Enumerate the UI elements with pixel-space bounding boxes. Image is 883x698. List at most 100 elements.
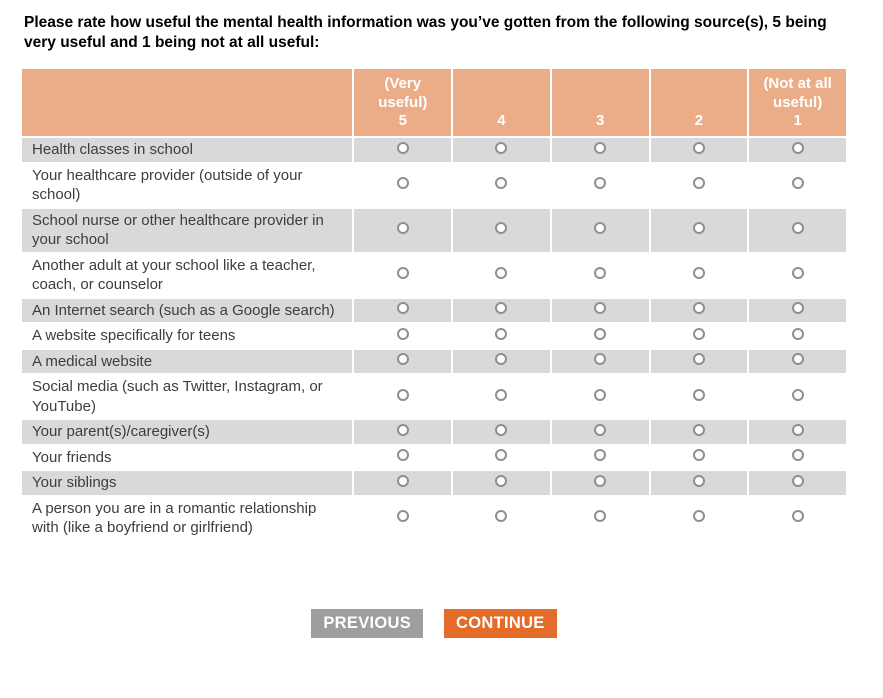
radio-button-2[interactable] — [692, 141, 705, 154]
radio-button-4[interactable] — [495, 510, 508, 523]
rating-cell-1[interactable] — [749, 471, 846, 495]
rating-cell-5[interactable] — [354, 349, 452, 374]
rating-cell-5[interactable] — [354, 253, 452, 297]
radio-button-2[interactable] — [692, 423, 705, 436]
rating-cell-2[interactable] — [650, 208, 748, 252]
rating-cell-3[interactable] — [551, 496, 649, 540]
radio-button-5[interactable] — [396, 423, 409, 436]
rating-cell-4[interactable] — [453, 253, 550, 297]
rating-cell-1[interactable] — [749, 253, 846, 297]
radio-button-3[interactable] — [594, 302, 607, 315]
radio-button-4[interactable] — [495, 302, 508, 315]
rating-cell-5[interactable] — [354, 445, 452, 470]
radio-button-3[interactable] — [594, 423, 607, 436]
radio-button-1[interactable] — [791, 449, 804, 462]
radio-button-1[interactable] — [791, 510, 804, 523]
radio-button-2[interactable] — [692, 474, 705, 487]
radio-button-2[interactable] — [692, 177, 705, 190]
rating-cell-4[interactable] — [453, 163, 550, 207]
radio-button-4[interactable] — [495, 423, 508, 436]
radio-button-5[interactable] — [396, 222, 409, 235]
rating-cell-2[interactable] — [650, 375, 748, 419]
radio-button-5[interactable] — [396, 141, 409, 154]
radio-button-4[interactable] — [495, 388, 508, 401]
radio-button-3[interactable] — [594, 353, 607, 366]
rating-cell-4[interactable] — [453, 298, 550, 323]
rating-cell-1[interactable] — [749, 208, 846, 252]
radio-button-1[interactable] — [791, 141, 804, 154]
rating-cell-4[interactable] — [453, 471, 550, 495]
radio-button-4[interactable] — [495, 141, 508, 154]
radio-button-1[interactable] — [791, 353, 804, 366]
radio-button-5[interactable] — [396, 388, 409, 401]
rating-cell-4[interactable] — [453, 324, 550, 348]
radio-button-3[interactable] — [594, 327, 607, 340]
rating-cell-2[interactable] — [650, 253, 748, 297]
rating-cell-5[interactable] — [354, 138, 452, 162]
radio-button-2[interactable] — [692, 353, 705, 366]
rating-cell-1[interactable] — [749, 163, 846, 207]
rating-cell-4[interactable] — [453, 138, 550, 162]
radio-button-1[interactable] — [791, 423, 804, 436]
radio-button-1[interactable] — [791, 327, 804, 340]
rating-cell-5[interactable] — [354, 298, 452, 323]
rating-cell-4[interactable] — [453, 496, 550, 540]
radio-button-4[interactable] — [495, 177, 508, 190]
radio-button-4[interactable] — [495, 474, 508, 487]
radio-button-1[interactable] — [791, 222, 804, 235]
rating-cell-3[interactable] — [551, 324, 649, 348]
radio-button-4[interactable] — [495, 222, 508, 235]
rating-cell-2[interactable] — [650, 298, 748, 323]
rating-cell-5[interactable] — [354, 420, 452, 444]
rating-cell-3[interactable] — [551, 375, 649, 419]
radio-button-3[interactable] — [594, 388, 607, 401]
rating-cell-1[interactable] — [749, 420, 846, 444]
radio-button-5[interactable] — [396, 302, 409, 315]
rating-cell-3[interactable] — [551, 298, 649, 323]
rating-cell-2[interactable] — [650, 138, 748, 162]
radio-button-3[interactable] — [594, 267, 607, 280]
radio-button-1[interactable] — [791, 267, 804, 280]
radio-button-2[interactable] — [692, 222, 705, 235]
rating-cell-2[interactable] — [650, 324, 748, 348]
radio-button-3[interactable] — [594, 222, 607, 235]
radio-button-2[interactable] — [692, 302, 705, 315]
radio-button-1[interactable] — [791, 388, 804, 401]
rating-cell-3[interactable] — [551, 208, 649, 252]
rating-cell-2[interactable] — [650, 349, 748, 374]
rating-cell-4[interactable] — [453, 208, 550, 252]
rating-cell-2[interactable] — [650, 471, 748, 495]
rating-cell-1[interactable] — [749, 496, 846, 540]
radio-button-5[interactable] — [396, 327, 409, 340]
radio-button-4[interactable] — [495, 353, 508, 366]
rating-cell-3[interactable] — [551, 420, 649, 444]
rating-cell-2[interactable] — [650, 420, 748, 444]
rating-cell-5[interactable] — [354, 471, 452, 495]
rating-cell-2[interactable] — [650, 163, 748, 207]
rating-cell-2[interactable] — [650, 496, 748, 540]
rating-cell-3[interactable] — [551, 253, 649, 297]
rating-cell-1[interactable] — [749, 445, 846, 470]
continue-button[interactable]: CONTINUE — [444, 609, 557, 638]
rating-cell-5[interactable] — [354, 375, 452, 419]
radio-button-3[interactable] — [594, 177, 607, 190]
rating-cell-3[interactable] — [551, 471, 649, 495]
radio-button-5[interactable] — [396, 510, 409, 523]
radio-button-4[interactable] — [495, 449, 508, 462]
radio-button-1[interactable] — [791, 302, 804, 315]
radio-button-2[interactable] — [692, 267, 705, 280]
radio-button-3[interactable] — [594, 510, 607, 523]
rating-cell-1[interactable] — [749, 138, 846, 162]
rating-cell-1[interactable] — [749, 375, 846, 419]
rating-cell-5[interactable] — [354, 163, 452, 207]
rating-cell-5[interactable] — [354, 324, 452, 348]
radio-button-2[interactable] — [692, 449, 705, 462]
rating-cell-5[interactable] — [354, 496, 452, 540]
radio-button-5[interactable] — [396, 353, 409, 366]
radio-button-4[interactable] — [495, 267, 508, 280]
rating-cell-1[interactable] — [749, 349, 846, 374]
radio-button-5[interactable] — [396, 474, 409, 487]
radio-button-5[interactable] — [396, 449, 409, 462]
previous-button[interactable]: PREVIOUS — [311, 609, 424, 638]
radio-button-2[interactable] — [692, 510, 705, 523]
